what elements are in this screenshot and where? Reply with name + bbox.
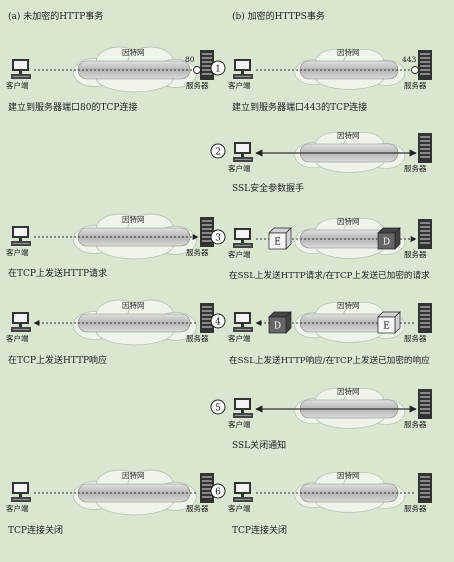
left-row-2-server-icon xyxy=(200,217,214,247)
right-row-5-client-icon xyxy=(232,397,254,419)
right-row-4-encrypted-box-letter: E xyxy=(383,322,390,332)
right-step-2-caption: SSL安全参数握手 xyxy=(232,184,305,194)
right-row-3-server-label: 服务器 xyxy=(404,250,427,259)
right-row-6-step-number-circle xyxy=(210,483,226,499)
right-row-1-server-icon xyxy=(418,50,432,80)
right-row-2-client-label: 客户端 xyxy=(228,164,251,173)
right-row-3-client-icon xyxy=(232,227,254,249)
left-row-2-client-label: 客户端 xyxy=(6,248,29,257)
right-row-3-internet-label: 因特网 xyxy=(337,217,360,226)
left-row-4-client-label: 客户端 xyxy=(6,504,29,513)
right-step-4-caption: 在SSL上发送HTTP响应/在TCP上发送已加密的响应 xyxy=(229,356,430,366)
right-row-5-step-number-circle xyxy=(210,399,226,415)
right-row-5-client-label: 客户端 xyxy=(228,420,251,429)
right-step-1-caption: 建立到服务器端口443的TCP连接 xyxy=(232,103,368,113)
right-row-5-server-label: 服务器 xyxy=(404,420,427,429)
right-row-4-server-label: 服务器 xyxy=(404,334,427,343)
left-row-3-server-label: 服务器 xyxy=(186,334,209,343)
right-step-6-caption: TCP连接关闭 xyxy=(232,526,287,536)
right-row-2-internet-label: 因特网 xyxy=(337,131,360,140)
right-row-2-step-number: 2 xyxy=(215,148,221,158)
right-row-3-decrypted-box-front xyxy=(377,232,396,250)
left-step-4-caption: TCP连接关闭 xyxy=(8,526,63,536)
right-row-5-internet-label: 因特网 xyxy=(337,387,360,396)
right-row-6-client-icon xyxy=(232,481,254,503)
left-step-3-caption: 在TCP上发送HTTP响应 xyxy=(8,356,108,366)
right-row-2-server-label: 服务器 xyxy=(404,164,427,173)
right-row-4-decrypted-box-letter: D xyxy=(274,322,281,332)
right-row-1-step-number-circle xyxy=(210,60,226,76)
left-column-header: (a) 未加密的HTTP事务 xyxy=(8,12,104,22)
right-row-1-client-label: 客户端 xyxy=(228,81,251,90)
right-row-1-internet-label: 因特网 xyxy=(337,48,360,57)
left-row-2-client-icon xyxy=(10,225,32,247)
right-row-3-decrypted-box-letter: D xyxy=(383,238,390,248)
right-row-4-step-number: 4 xyxy=(215,318,221,328)
left-row-4-server-label: 服务器 xyxy=(186,504,209,513)
right-column-header: (b) 加密的HTTPS事务 xyxy=(232,12,325,22)
left-row-2-server-label: 服务器 xyxy=(186,248,209,257)
left-row-3-internet-label: 因特网 xyxy=(122,301,145,310)
right-step-5-caption: SSL关闭通知 xyxy=(232,441,287,451)
right-port-label: 443 xyxy=(402,55,417,64)
right-row-1-client-icon xyxy=(232,58,254,80)
left-step-1-caption: 建立到服务器端口80的TCP连接 xyxy=(8,103,138,113)
right-row-2-server-icon xyxy=(418,133,432,163)
right-row-4-server-icon xyxy=(418,303,432,333)
right-row-5-step-number: 5 xyxy=(215,404,221,414)
right-row-1-port-circle xyxy=(411,66,419,74)
left-row-1-client-icon xyxy=(10,58,32,80)
right-row-2-client-icon xyxy=(232,141,254,163)
left-row-1-internet-label: 因特网 xyxy=(122,48,145,57)
left-row-3-client-label: 客户端 xyxy=(6,334,29,343)
right-row-6-client-label: 客户端 xyxy=(228,504,251,513)
left-row-4-client-icon xyxy=(10,481,32,503)
left-row-1-port-circle xyxy=(193,66,201,74)
right-row-4-internet-label: 因特网 xyxy=(337,301,360,310)
right-row-4-encrypted-box-front xyxy=(377,316,396,334)
left-row-3-client-icon xyxy=(10,311,32,333)
right-row-3-server-icon xyxy=(418,219,432,249)
right-row-4-decrypted-box-front xyxy=(268,316,287,334)
left-row-1-client-label: 客户端 xyxy=(6,81,29,90)
left-port-label: 80 xyxy=(185,55,195,64)
right-row-1-server-label: 服务器 xyxy=(404,81,427,90)
right-row-6-server-icon xyxy=(418,473,432,503)
diagram-graphics: 1 2 3 4 5 6 E D D E xyxy=(10,46,432,516)
right-row-6-internet-label: 因特网 xyxy=(337,471,360,480)
right-row-4-client-icon xyxy=(232,311,254,333)
right-row-4-client-label: 客户端 xyxy=(228,334,251,343)
left-row-1-server-label: 服务器 xyxy=(186,81,209,90)
right-row-6-step-number: 6 xyxy=(215,488,221,498)
right-row-3-encrypted-box-letter: E xyxy=(274,238,281,248)
right-row-6-server-label: 服务器 xyxy=(404,504,427,513)
right-row-3-encrypted-box-front xyxy=(268,232,287,250)
right-row-2-step-number-circle xyxy=(210,143,226,159)
right-row-5-server-icon xyxy=(418,389,432,419)
right-row-3-client-label: 客户端 xyxy=(228,250,251,259)
right-row-1-step-number: 1 xyxy=(215,65,221,75)
right-step-3-caption: 在SSL上发送HTTP请求/在TCP上发送已加密的请求 xyxy=(229,271,430,281)
right-row-3-step-number: 3 xyxy=(215,234,221,244)
right-row-3-step-number-circle xyxy=(210,229,226,245)
left-step-2-caption: 在TCP上发送HTTP请求 xyxy=(8,269,108,279)
left-row-4-internet-label: 因特网 xyxy=(122,471,145,480)
left-row-2-internet-label: 因特网 xyxy=(122,215,145,224)
right-row-4-step-number-circle xyxy=(210,313,226,329)
